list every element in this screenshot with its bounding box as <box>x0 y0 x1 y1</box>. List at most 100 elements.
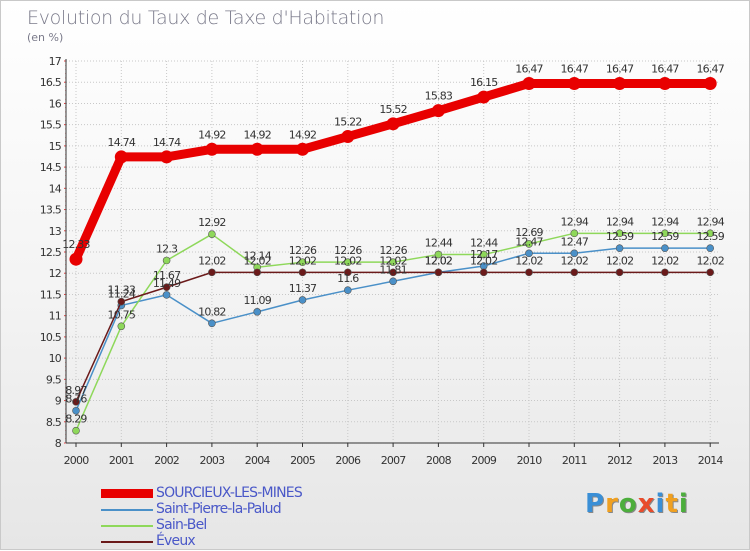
data-point <box>341 130 355 144</box>
data-label: 12.3 <box>156 242 178 255</box>
data-point <box>706 244 715 252</box>
data-point <box>389 277 397 286</box>
axes: 8 8.5 9 9.5 10 10.5 11 11.5 12 12.5 13 13.5 14 14.5 15… <box>40 55 724 467</box>
data-label: 12.26 <box>379 244 407 257</box>
logo-letter: r <box>605 489 619 519</box>
data-point <box>298 296 307 304</box>
data-point <box>162 283 171 292</box>
legend-label-4: Éveux <box>156 533 196 549</box>
legend-line-2 <box>101 509 153 511</box>
data-label: 12.02 <box>425 254 453 267</box>
data-point <box>114 150 128 164</box>
data-point <box>431 104 445 118</box>
data-label: 12.02 <box>379 254 407 267</box>
data-point <box>72 398 80 406</box>
x-tick-label: 2003 <box>200 454 226 467</box>
y-tick-label: 12.5 <box>40 246 62 259</box>
data-point <box>162 291 171 299</box>
data-label: 12.02 <box>696 254 724 267</box>
data-label: 12.02 <box>198 254 226 267</box>
data-label: 12.92 <box>198 216 226 229</box>
data-point <box>525 249 533 258</box>
y-tick-label: 8 <box>55 437 62 450</box>
data-label: 12.94 <box>561 215 589 228</box>
data-point <box>615 244 624 252</box>
data-label: 8.29 <box>65 413 87 426</box>
grid <box>66 60 719 444</box>
y-tick-label: 12 <box>49 267 61 280</box>
data-point <box>570 268 579 277</box>
data-label: 11.09 <box>243 294 271 307</box>
data-point <box>661 268 669 277</box>
data-point <box>343 286 352 295</box>
data-point <box>706 229 715 238</box>
data-point <box>253 268 262 277</box>
x-tick-label: 2004 <box>245 454 271 467</box>
data-point <box>253 308 262 316</box>
data-label: 12.47 <box>515 235 543 248</box>
data-label: 14.92 <box>198 128 226 141</box>
y-tick-label: 9 <box>55 395 62 408</box>
y-tick-label: 15 <box>49 140 62 153</box>
legend-label-3: Sain-Bel <box>156 517 207 533</box>
y-tick-label: 17 <box>49 55 62 68</box>
data-point <box>615 229 624 238</box>
x-tick-label: 2009 <box>471 454 497 467</box>
data-point <box>160 150 174 164</box>
legend-label-2: Saint-Pierre-la-Palud <box>156 501 282 517</box>
data-label: 11.49 <box>153 277 181 290</box>
data-point <box>570 229 579 238</box>
data-label: 12.02 <box>334 254 362 267</box>
data-point <box>117 297 126 306</box>
data-point <box>298 258 307 266</box>
data-label: 10.75 <box>108 308 136 321</box>
chart-title: Evolution du Taux de Taxe d'Habitation <box>27 7 385 29</box>
data-label: 15.22 <box>334 116 362 129</box>
y-tick-label: 8.5 <box>46 416 62 429</box>
y-tick-label: 15.5 <box>40 119 62 132</box>
y-tick-label: 10.5 <box>40 331 62 344</box>
data-label: 12.02 <box>425 254 453 267</box>
data-label: 12.26 <box>334 244 362 257</box>
y-tick-label: 14 <box>49 182 62 195</box>
y-tick-label: 16 <box>49 97 62 110</box>
x-tick-label: 2007 <box>381 454 407 467</box>
data-point <box>525 240 533 248</box>
data-label: 12.02 <box>651 254 679 267</box>
data-point <box>343 268 352 277</box>
data-point <box>208 268 216 277</box>
data-label: 12.59 <box>651 230 679 243</box>
y-tick-label: 11.5 <box>40 288 62 301</box>
data-label: 16.47 <box>651 62 679 75</box>
data-point <box>208 319 216 328</box>
data-point <box>343 258 352 266</box>
data-point <box>613 76 627 90</box>
logo-letter: P <box>585 489 606 519</box>
data-label: 8.97 <box>65 384 87 397</box>
legend-line-4 <box>101 541 153 543</box>
data-label: 15.83 <box>425 90 453 103</box>
y-tick-label: 13.5 <box>40 204 62 217</box>
data-point <box>615 268 624 277</box>
data-label: 11.67 <box>153 269 181 282</box>
x-tick-label: 2000 <box>64 454 90 467</box>
data-label: 11.81 <box>379 263 407 276</box>
data-point <box>386 117 400 131</box>
data-label: 12.02 <box>289 254 317 267</box>
data-label: 11.33 <box>108 284 136 297</box>
logo-letter: t <box>665 489 679 519</box>
data-label: 14.92 <box>243 128 271 141</box>
x-tick-label: 2011 <box>562 454 587 467</box>
data-point <box>205 142 219 156</box>
data-label: 14.92 <box>289 128 317 141</box>
data-label: 12.26 <box>289 244 317 257</box>
data-point <box>69 252 83 266</box>
logo-letter: o <box>618 489 638 519</box>
data-point <box>522 76 536 90</box>
data-point <box>296 142 309 156</box>
data-label: 16.47 <box>606 62 634 75</box>
data-point <box>389 268 397 277</box>
x-tick-label: 2008 <box>426 454 452 467</box>
